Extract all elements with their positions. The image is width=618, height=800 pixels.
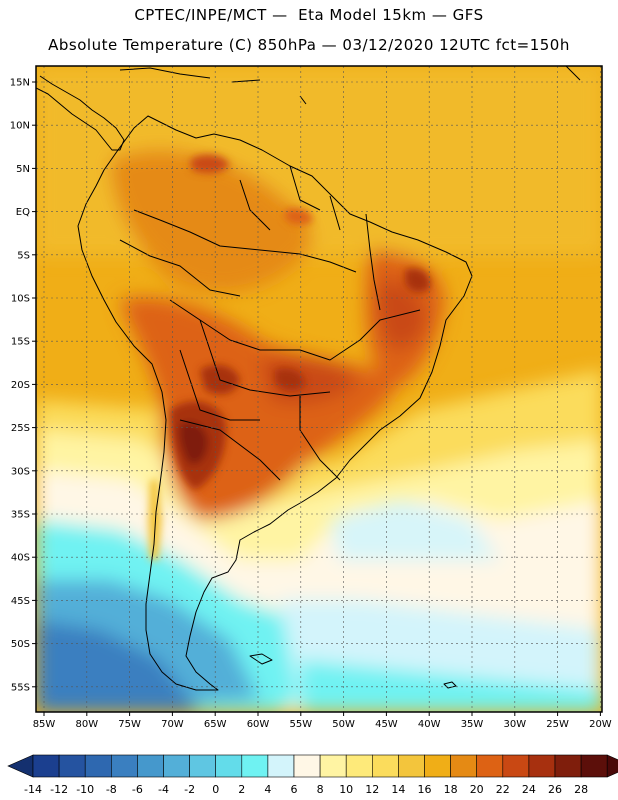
colorbar-swatch — [111, 754, 138, 778]
colorbar: -14 -12 -10 -8 -6 -4 -2 0 2 4 6 8 10 12 14 16 18 20 22 24 26… — [7, 754, 618, 796]
colorbar-swatch — [189, 754, 217, 778]
colorbar-swatch — [319, 754, 347, 778]
colorbar-under-arrow — [7, 754, 34, 778]
colorbar-label: 4 — [264, 783, 271, 796]
colorbar-label: 6 — [291, 783, 298, 796]
lat-tick-label: 20S — [11, 380, 30, 391]
country-borders — [119, 165, 421, 481]
colorbar-swatch — [476, 754, 504, 778]
colorbar-swatch — [424, 754, 451, 778]
colorbar-label: 2 — [238, 783, 245, 796]
lon-tick-label: 25W — [546, 719, 569, 730]
temperature-field — [36, 66, 602, 712]
colorbar-swatch — [241, 754, 269, 778]
colorbar-label: 22 — [496, 783, 510, 796]
colorbar-label: 8 — [317, 783, 324, 796]
colorbar-label: 14 — [391, 783, 405, 796]
longitude-axis: 85W 80W 75W 70W 65W 60W 55W 50W 45W 40W 35W 30W 25W 2… — [33, 712, 612, 730]
lon-tick-label: 85W — [33, 719, 56, 730]
colorbar-label: -2 — [184, 783, 195, 796]
lat-tick-label: 25S — [11, 423, 30, 434]
lat-tick-label: 50S — [11, 639, 30, 650]
lon-tick-label: 80W — [75, 719, 98, 730]
lat-tick-label: 15N — [10, 78, 30, 89]
colorbar-swatch — [371, 754, 399, 778]
lon-tick-label: 20W — [589, 719, 612, 730]
lon-tick-label: 35W — [461, 719, 484, 730]
colorbar-swatch — [580, 754, 608, 778]
map-gridlines — [36, 66, 602, 712]
colorbar-swatch — [345, 754, 373, 778]
lon-tick-label: 55W — [289, 719, 312, 730]
colorbar-label: 10 — [339, 783, 353, 796]
colorbar-label: -6 — [132, 783, 143, 796]
colorbar-swatch — [84, 754, 112, 778]
colorbar-label: -14 — [24, 783, 42, 796]
colorbar-label: -10 — [76, 783, 94, 796]
lon-tick-label: 65W — [204, 719, 227, 730]
map-title-line2: Absolute Temperature (C) 850hPa — 03/12/… — [48, 36, 570, 54]
colorbar-swatch — [32, 754, 60, 778]
lon-tick-label: 45W — [375, 719, 398, 730]
lat-tick-label: EQ — [16, 207, 30, 218]
lon-tick-label: 60W — [247, 719, 270, 730]
colorbar-swatch — [293, 754, 321, 778]
lat-tick-label: 10S — [11, 294, 30, 305]
lon-tick-label: 40W — [418, 719, 441, 730]
lon-tick-label: 70W — [161, 719, 184, 730]
colorbar-swatch — [137, 754, 164, 778]
colorbar-swatch — [215, 754, 243, 778]
lat-tick-label: 5S — [17, 250, 30, 261]
colorbar-swatch — [267, 754, 295, 778]
lat-tick-label: 55S — [11, 682, 30, 693]
lat-tick-label: 40S — [11, 553, 30, 564]
lat-tick-label: 45S — [11, 596, 30, 607]
latitude-axis: 15N 10N 5N EQ 5S 10S 15S 20S 25S 30S 35S 40S 45S 50S 5… — [10, 78, 36, 693]
colorbar-label: -4 — [158, 783, 169, 796]
colorbar-over-arrow — [606, 754, 618, 778]
colorbar-swatch — [58, 754, 86, 778]
map-title-line1: CPTEC/INPE/MCT — Eta Model 15km — GFS — [134, 6, 484, 24]
colorbar-label: 18 — [444, 783, 458, 796]
colorbar-swatch — [528, 754, 556, 778]
colorbar-label: 12 — [365, 783, 379, 796]
lon-tick-label: 75W — [118, 719, 141, 730]
colorbar-swatch — [398, 754, 425, 778]
lat-tick-label: 10N — [10, 121, 30, 132]
coastlines-and-borders — [36, 66, 581, 691]
colorbar-label: 26 — [548, 783, 562, 796]
lat-tick-label: 35S — [11, 510, 30, 521]
lon-tick-label: 30W — [503, 719, 526, 730]
colorbar-swatch — [450, 754, 478, 778]
lat-tick-label: 30S — [11, 466, 30, 477]
colorbar-swatch — [554, 754, 582, 778]
south-america-coastline — [77, 115, 473, 691]
colorbar-label: 0 — [212, 783, 219, 796]
colorbar-label: 16 — [418, 783, 432, 796]
map-frame — [35, 65, 603, 713]
colorbar-swatch — [163, 754, 190, 778]
colorbar-label: -8 — [106, 783, 117, 796]
central-america-coastline — [36, 75, 125, 151]
lon-tick-label: 50W — [332, 719, 355, 730]
colorbar-label: -12 — [50, 783, 68, 796]
lat-tick-label: 5N — [16, 164, 30, 175]
lat-tick-label: 15S — [11, 337, 30, 348]
colorbar-swatch — [502, 754, 530, 778]
caribbean-islands — [119, 66, 581, 105]
colorbar-label: 28 — [574, 783, 588, 796]
colorbar-label: 20 — [470, 783, 484, 796]
colorbar-label: 24 — [522, 783, 536, 796]
